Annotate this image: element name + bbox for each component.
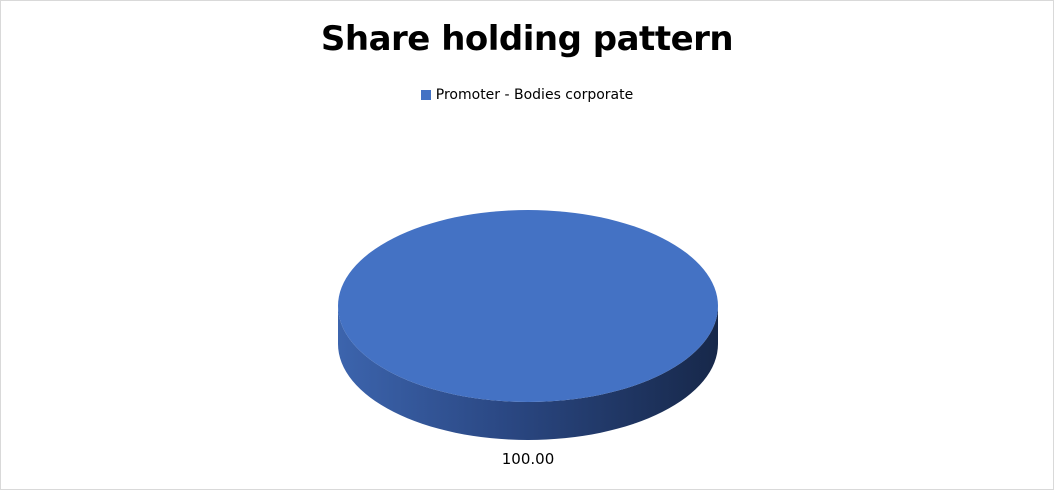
pie-slice xyxy=(338,210,718,402)
data-label: 100.00 xyxy=(502,450,555,468)
legend-swatch xyxy=(420,90,431,100)
legend-label: Promoter - Bodies corporate xyxy=(435,87,634,103)
legend: Promoter - Bodies corporate xyxy=(1,87,1053,103)
pie-slice-side xyxy=(338,306,718,440)
chart-title: Share holding pattern xyxy=(320,19,734,59)
